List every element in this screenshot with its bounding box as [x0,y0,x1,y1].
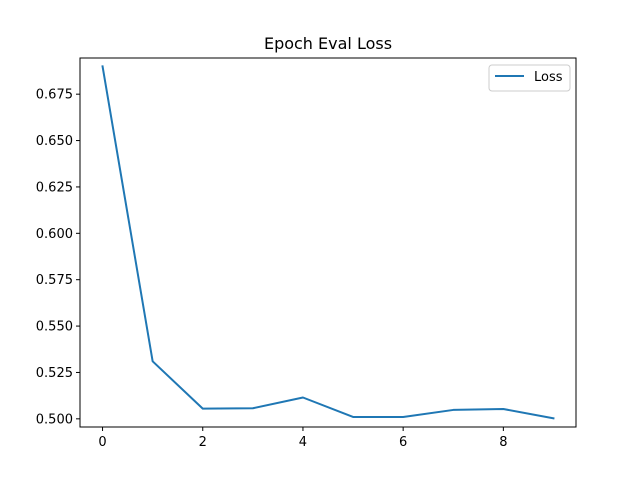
plot-area [79,57,577,428]
y-tick-label: 0.550 [36,320,73,335]
series-line [101,65,555,420]
series-layer [101,65,555,420]
x-tick-label: 0 [98,435,106,450]
y-tick-label: 0.625 [36,180,73,195]
legend: Loss [488,64,571,92]
x-tick-label: 2 [199,435,207,450]
legend-label: Loss [534,70,563,85]
x-tick-label: 6 [399,435,407,450]
y-axis: 0.500 0.525 0.550 0.575 0.600 0.625 0.650 0.675 [36,88,80,427]
y-tick-label: 0.500 [36,412,73,427]
y-tick-label: 0.650 [36,134,73,149]
x-tick-label: 4 [299,435,307,450]
y-tick-label: 0.600 [36,227,73,242]
y-tick-label: 0.675 [36,88,73,103]
y-tick-label: 0.575 [36,273,73,288]
y-tick-label: 0.525 [36,366,73,381]
x-tick-label: 8 [499,435,507,450]
chart-title: Epoch Eval Loss [264,34,392,53]
legend-box [488,64,571,92]
x-axis: 0 2 4 6 8 [98,427,507,450]
